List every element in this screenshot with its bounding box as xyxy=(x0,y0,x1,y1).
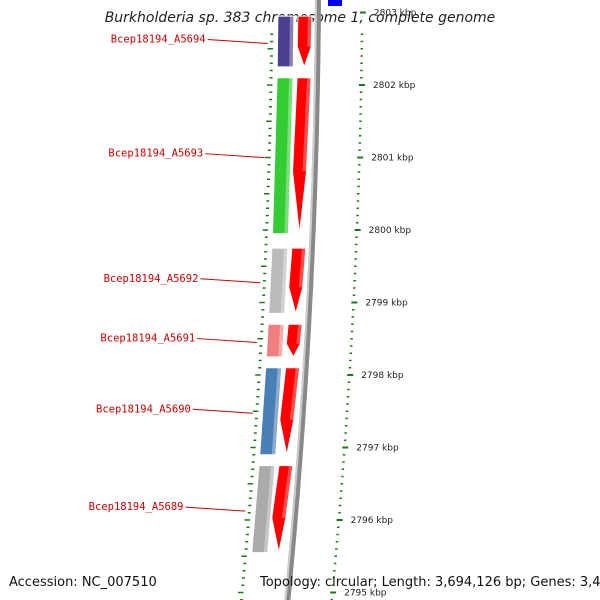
gene-block xyxy=(251,465,276,554)
cds-arrow xyxy=(296,15,313,69)
scale-tick-label: 2798 kbp xyxy=(361,371,404,381)
gene-leader-line xyxy=(197,338,258,344)
gene-block-shine xyxy=(289,16,294,67)
gene-label: Bcep18194_A5693 xyxy=(108,148,203,160)
gene-leader-line xyxy=(207,39,268,44)
cds-arrow-shine xyxy=(307,16,312,47)
gene-label: Bcep18194_A5694 xyxy=(111,34,206,46)
cds-arrow xyxy=(288,247,307,316)
cds-arrow xyxy=(271,465,294,553)
gene-label: Bcep18194_A5690 xyxy=(96,403,191,415)
gene-label: Bcep18194_A5692 xyxy=(104,273,199,285)
cds-arrow-shine xyxy=(298,248,306,288)
gene-leader-line xyxy=(185,506,246,512)
gene-label: Bcep18194_A5691 xyxy=(100,333,195,345)
gene-leader-line xyxy=(205,153,266,159)
gene-block-shine xyxy=(271,367,282,455)
scale-tick-label: 2803 kbp xyxy=(374,9,417,19)
scale-tick-label: 2799 kbp xyxy=(365,299,408,309)
scale-tick-label: 2801 kbp xyxy=(371,154,414,164)
genome-stats-text: Topology: circular; Length: 3,694,126 bp… xyxy=(260,575,600,590)
cds-arrow-shine xyxy=(289,367,300,420)
backbone-line xyxy=(284,0,321,600)
scale-tick-label: 2802 kbp xyxy=(373,81,416,91)
scale-tick-label: 2795 kbp xyxy=(344,589,387,599)
gene-block xyxy=(259,367,283,456)
backbone-highlight xyxy=(284,0,317,600)
gene-block xyxy=(271,77,294,235)
cds-arrow xyxy=(285,323,303,358)
cds-arrow xyxy=(292,77,312,234)
gene-block xyxy=(268,247,289,314)
gene-block-shine xyxy=(280,248,288,314)
cds-arrow-shine xyxy=(302,77,312,172)
cds-arrow xyxy=(279,367,301,455)
gene-block-shine xyxy=(284,77,294,234)
gene-label: Bcep18194_A5689 xyxy=(89,501,184,513)
gene-block xyxy=(276,15,295,68)
gene-leader-line xyxy=(200,278,261,284)
scale-tick-label: 2800 kbp xyxy=(369,226,412,236)
cds-arrow-shine xyxy=(296,324,303,344)
scale-tick-label: 2797 kbp xyxy=(356,444,399,454)
top-feature-mark xyxy=(328,0,342,6)
gene-block-shine xyxy=(278,324,285,357)
gene-leader-line xyxy=(192,408,253,414)
cds-arrow-shine xyxy=(281,465,293,518)
scale-tick-label: 2796 kbp xyxy=(351,516,394,526)
gene-block xyxy=(265,323,285,358)
gene-block-shine xyxy=(263,465,275,553)
accession-text: Accession: NC_007510 xyxy=(9,575,157,590)
